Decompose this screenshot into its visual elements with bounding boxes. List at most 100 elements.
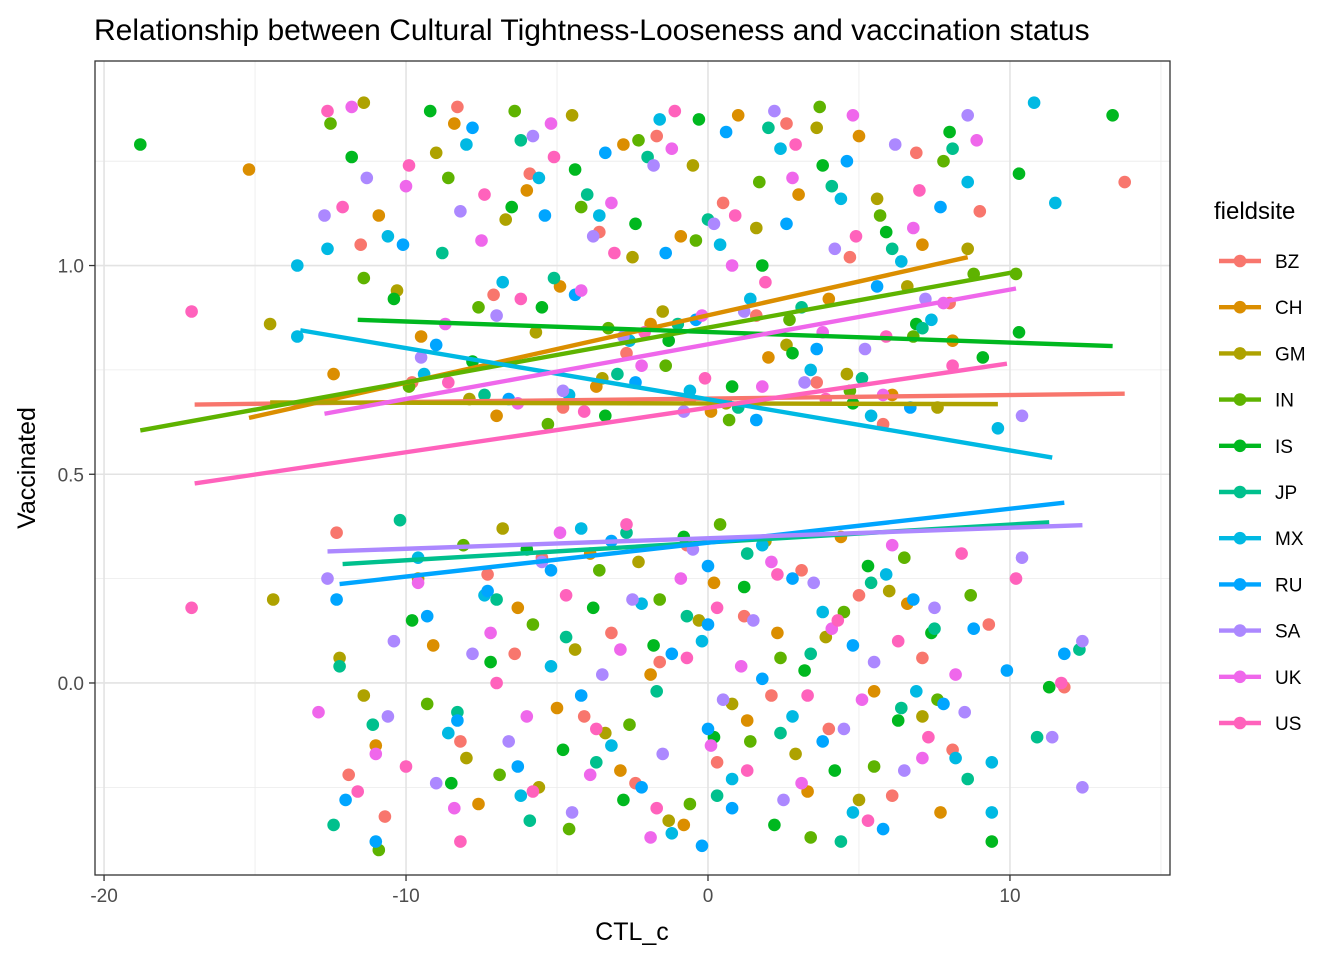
point-uk — [916, 751, 929, 765]
point-uk — [734, 660, 748, 673]
point-in — [774, 651, 787, 665]
legend-label: IN — [1275, 391, 1294, 412]
point-us — [608, 246, 621, 260]
point-mx — [665, 827, 679, 840]
point-mx — [514, 789, 528, 802]
point-mx — [949, 751, 962, 765]
point-jp — [864, 576, 878, 590]
point-us — [321, 104, 334, 118]
plot-area — [94, 60, 1171, 876]
point-sa — [747, 614, 760, 627]
point-uk — [411, 576, 425, 590]
point-mx — [925, 313, 938, 327]
point-uk — [574, 284, 588, 297]
point-sa — [1076, 781, 1089, 794]
point-us — [759, 275, 772, 289]
point-mx — [713, 238, 727, 251]
x-tick-label: 0 — [703, 886, 714, 907]
point-jp — [393, 513, 407, 527]
point-is — [798, 664, 811, 677]
point-us — [351, 785, 365, 798]
point-bz — [916, 651, 929, 665]
point-ch — [372, 209, 386, 222]
point-in — [689, 234, 703, 247]
chart-title: Relationship between Cultural Tightness-… — [94, 14, 1090, 47]
point-us — [710, 601, 724, 615]
point-ru — [870, 280, 884, 293]
point-bz — [765, 689, 778, 702]
fit-line-in — [139, 269, 1017, 433]
point-jp — [490, 593, 503, 606]
point-in — [873, 209, 887, 222]
point-is — [985, 835, 999, 848]
point-in — [472, 301, 485, 314]
axes: -20 -10 0 10 0.0 0.5 1.0 — [58, 257, 1021, 907]
point-is — [535, 301, 549, 314]
point-sa — [1076, 634, 1089, 648]
point-uk — [644, 831, 657, 844]
point-mx — [1027, 96, 1041, 109]
point-uk — [605, 196, 618, 210]
point-sa — [958, 705, 971, 719]
point-uk — [475, 234, 488, 247]
point-sa — [828, 242, 842, 256]
point-mx — [725, 772, 739, 786]
point-jp — [611, 367, 624, 381]
point-sa — [414, 351, 428, 364]
point-gm — [789, 747, 802, 761]
point-gm — [266, 593, 280, 606]
point-us — [514, 292, 528, 306]
point-is — [345, 150, 359, 164]
point-ru — [1000, 664, 1014, 677]
point-ru — [725, 801, 739, 815]
point-ch — [677, 818, 691, 832]
fit-line-ru — [339, 500, 1065, 587]
point-is — [387, 292, 401, 306]
point-sa — [928, 601, 941, 615]
point-ru — [665, 647, 679, 661]
legend-key-point — [1233, 578, 1247, 591]
point-ch — [414, 330, 428, 343]
point-sa — [1015, 409, 1029, 423]
point-mx — [381, 230, 395, 243]
point-gm — [882, 584, 896, 598]
legend-item-bz: BZ — [1219, 252, 1300, 273]
point-jp — [961, 772, 974, 786]
point-sa — [318, 209, 331, 222]
point-us — [559, 589, 573, 602]
point-uk — [635, 359, 648, 373]
point-is — [861, 559, 875, 573]
point-is — [629, 217, 642, 231]
point-gm — [429, 146, 443, 160]
point-ch — [426, 639, 440, 652]
point-gm — [263, 317, 277, 331]
point-sa — [429, 776, 443, 790]
point-is — [405, 614, 419, 627]
point-is — [943, 125, 956, 139]
point-is — [586, 601, 600, 615]
point-sa — [647, 159, 660, 172]
point-bz — [852, 589, 866, 602]
point-is — [134, 138, 147, 151]
point-mx — [846, 806, 860, 819]
point-is — [423, 104, 437, 118]
point-in — [442, 171, 455, 185]
point-sa — [716, 693, 730, 706]
legend-key-point — [1233, 300, 1247, 314]
point-uk — [312, 705, 325, 719]
point-ru — [701, 722, 715, 736]
point-sa — [777, 793, 790, 807]
point-sa — [837, 722, 851, 736]
fit-line-uk — [324, 286, 1017, 416]
point-sa — [381, 710, 395, 723]
point-in — [783, 313, 796, 327]
point-bz — [451, 100, 464, 114]
point-mx — [532, 171, 546, 185]
point-gm — [568, 643, 582, 656]
legend-items: BZ CH GM IN IS JP MX RU SA UK US — [1219, 252, 1306, 735]
point-ch — [916, 238, 929, 251]
legend-item-ru: RU — [1219, 575, 1302, 596]
point-mx — [653, 113, 666, 126]
point-us — [402, 159, 416, 172]
point-mx — [442, 726, 455, 740]
